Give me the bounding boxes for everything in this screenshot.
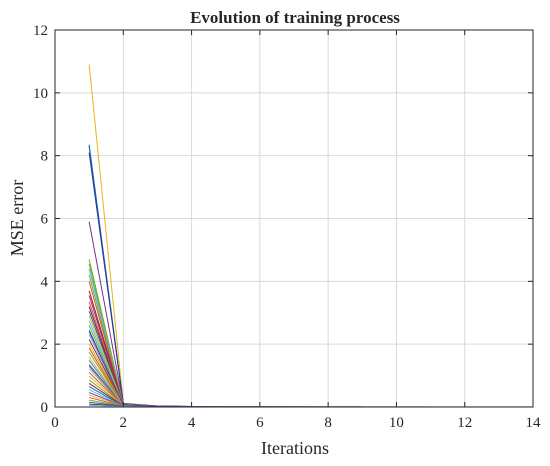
x-tick-label: 4 <box>188 415 196 431</box>
y-tick-label: 10 <box>33 86 48 102</box>
y-tick-label: 6 <box>41 212 49 228</box>
series-line <box>88 331 363 408</box>
x-tick-label: 10 <box>389 415 404 431</box>
series-line <box>88 144 363 408</box>
x-tick-label: 14 <box>526 415 542 431</box>
x-axis-title: Iterations <box>261 438 329 458</box>
x-tick-label: 12 <box>457 415 472 431</box>
axes: 0 2 4 6 8 10 12 14 0 2 4 6 8 10 12 <box>33 23 541 431</box>
plot-area <box>88 64 533 408</box>
y-tick-label: 12 <box>33 23 48 39</box>
series-line <box>88 64 260 408</box>
y-tick-label: 4 <box>41 274 49 290</box>
x-tick-label: 2 <box>120 415 128 431</box>
y-tick-label: 8 <box>41 149 49 165</box>
x-tick-label: 6 <box>256 415 264 431</box>
y-axis-title: MSE error <box>7 180 27 256</box>
y-tick-label: 0 <box>41 400 49 416</box>
grid <box>55 30 533 407</box>
x-tick-label: 8 <box>324 415 332 431</box>
y-tick-label: 2 <box>41 337 49 353</box>
series-line <box>88 359 533 408</box>
x-tick-label: 0 <box>51 415 59 431</box>
chart-title: Evolution of training process <box>190 8 400 27</box>
